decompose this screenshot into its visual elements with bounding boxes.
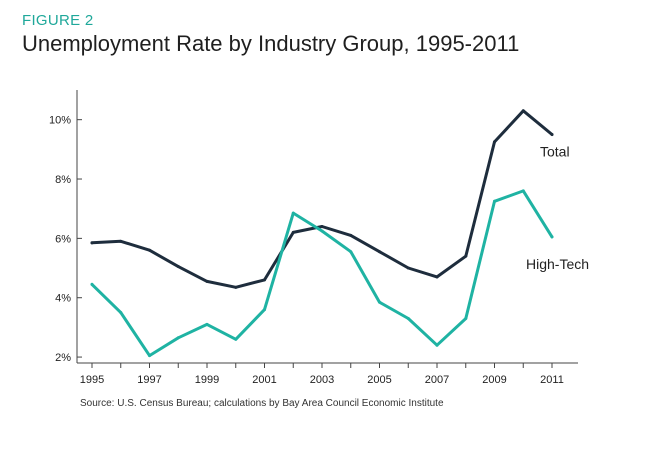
data-point-high-tech	[263, 308, 266, 312]
data-point-total	[378, 250, 381, 254]
data-point-high-tech	[349, 250, 353, 254]
data-point-total	[521, 109, 525, 113]
source-note: Source: U.S. Census Bureau; calculations…	[80, 398, 444, 409]
data-point-total	[234, 285, 238, 289]
x-tick-label: 2003	[310, 374, 334, 386]
data-point-high-tech	[521, 189, 525, 193]
data-point-total	[464, 254, 468, 258]
data-point-total	[493, 140, 496, 144]
x-tick-label: 2001	[252, 374, 276, 386]
data-point-high-tech	[291, 211, 295, 215]
series-line-total	[90, 109, 554, 289]
data-point-total	[550, 133, 554, 137]
data-point-total	[291, 230, 295, 234]
data-point-high-tech	[148, 354, 151, 358]
data-point-high-tech	[435, 343, 439, 347]
data-point-total	[406, 266, 410, 270]
data-point-total	[320, 225, 324, 228]
data-point-high-tech	[550, 235, 554, 239]
chart-axes: 2% 4% 6% 8% 10% 1995 1997 1999 2001 2003 2005 2007 2…	[49, 90, 578, 386]
y-tick-label: 2%	[55, 352, 71, 364]
data-point-high-tech	[320, 229, 324, 233]
y-tick-label: 6%	[55, 233, 71, 245]
data-point-total	[148, 248, 151, 252]
y-tick-label: 4%	[55, 293, 71, 305]
x-tick-label: 2011	[540, 374, 564, 386]
chart-title: Unemployment Rate by Industry Group, 199…	[22, 31, 520, 56]
data-point-total	[176, 265, 180, 269]
data-point-total	[263, 278, 266, 282]
x-tick-label: 2007	[425, 374, 449, 386]
figure-label: FIGURE 2	[22, 12, 94, 29]
y-tick-label: 10%	[49, 115, 71, 127]
data-point-high-tech	[378, 300, 381, 304]
series-label-total: Total	[540, 144, 570, 160]
data-point-total	[90, 241, 94, 245]
x-tick-label: 1997	[137, 374, 161, 386]
series-label-high-tech: High-Tech	[526, 256, 589, 272]
data-point-total	[349, 233, 353, 237]
series-line-high-tech	[90, 189, 554, 358]
data-point-total	[205, 279, 209, 283]
x-tick-label: 1995	[80, 374, 104, 386]
data-point-total	[435, 275, 439, 279]
x-tick-label: 2009	[482, 374, 506, 386]
y-tick-label: 8%	[55, 174, 71, 186]
x-tick-label: 2005	[367, 374, 391, 386]
x-tick-label: 1999	[195, 374, 219, 386]
data-point-total	[119, 239, 123, 243]
chart-series: Total High-Tech	[90, 109, 589, 358]
data-point-high-tech	[406, 316, 410, 320]
data-point-high-tech	[119, 311, 123, 315]
data-point-high-tech	[493, 199, 496, 203]
data-point-high-tech	[464, 316, 468, 320]
data-point-high-tech	[90, 282, 94, 286]
data-point-high-tech	[205, 322, 209, 326]
data-point-high-tech	[234, 337, 238, 341]
data-point-high-tech	[176, 336, 180, 340]
